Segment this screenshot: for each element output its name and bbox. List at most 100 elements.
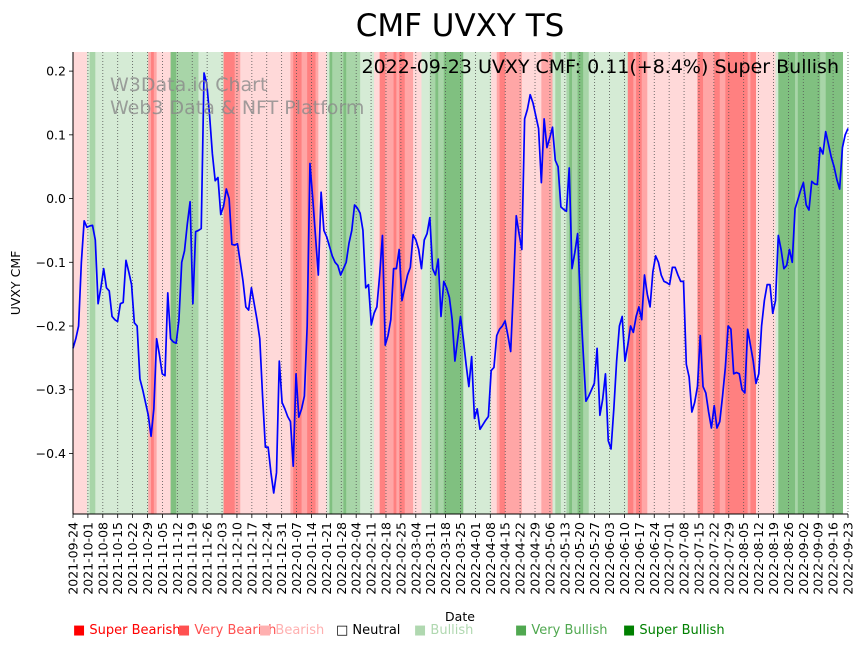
vertical-gridlines xyxy=(72,52,849,514)
cmf-line xyxy=(72,72,849,494)
legend-item-neutral: □ Neutral xyxy=(336,623,400,638)
regime-band-bullish xyxy=(552,52,556,514)
legend: ■ Super Bearish■ Very Bearish■ Bearish □ … xyxy=(73,623,725,638)
x-tick-label: 2022-03-25 xyxy=(453,522,468,595)
y-tick-label: 0.0 xyxy=(46,191,66,206)
regime-band-super-bearish xyxy=(223,52,236,514)
x-tick-label: 2021-12-17 xyxy=(244,522,259,595)
x-tick-label: 2022-03-18 xyxy=(438,522,453,595)
regime-band-super-bullish xyxy=(778,52,796,514)
x-tick-label: 2022-08-19 xyxy=(766,522,781,595)
regime-band-very-bearish xyxy=(385,52,395,514)
x-tick-label: 2021-10-29 xyxy=(140,522,155,595)
regime-band-very-bearish xyxy=(703,52,715,514)
regime-band-bullish xyxy=(86,52,91,514)
legend-item-very-bearish: ■ Very Bearish xyxy=(178,623,276,638)
x-tick-label: 2022-08-12 xyxy=(751,522,766,595)
regime-band-super-bullish xyxy=(329,52,333,514)
regime-band-super-bullish xyxy=(435,52,439,514)
y-tick-label: −0.4 xyxy=(36,446,66,461)
x-tick-label: 2022-01-28 xyxy=(334,522,349,595)
regime-band-bearish xyxy=(318,52,328,514)
regime-band-very-bearish xyxy=(290,52,294,514)
x-tick-label: 2022-08-05 xyxy=(736,522,751,595)
regime-band-very-bullish xyxy=(429,52,437,514)
x-tick-label: 2022-05-20 xyxy=(572,522,587,595)
x-tick-label: 2022-02-04 xyxy=(349,522,364,595)
x-tick-label: 2022-02-11 xyxy=(364,522,379,595)
regime-band-very-bullish xyxy=(566,52,570,514)
legend-item-super-bearish: ■ Super Bearish xyxy=(73,623,181,638)
x-tick-label: 2021-12-03 xyxy=(215,522,230,595)
x-tick-label: 2022-04-08 xyxy=(483,522,498,595)
x-tick-label: 2022-07-15 xyxy=(691,522,706,595)
regime-band-bullish xyxy=(95,52,149,514)
regime-band-very-bullish xyxy=(555,52,562,514)
x-tick-label: 2022-03-04 xyxy=(408,522,423,595)
watermark-line-2: Web3 Data & NFT Platform xyxy=(110,97,364,119)
x-tick-label: 2022-09-23 xyxy=(841,522,856,595)
y-tick-label: −0.2 xyxy=(36,319,66,334)
regime-band-super-bearish xyxy=(697,52,704,514)
x-tick-label: 2022-06-03 xyxy=(602,522,617,595)
x-tick-label: 2022-08-26 xyxy=(781,522,796,595)
regime-band-very-bearish xyxy=(234,52,241,514)
regime-band-very-bearish xyxy=(153,52,158,514)
x-tick-label: 2022-05-13 xyxy=(557,522,572,595)
regime-band-very-bullish xyxy=(583,52,590,514)
legend-item-bullish: ■ Bullish xyxy=(414,623,473,638)
x-tick-label: 2022-04-22 xyxy=(513,522,528,595)
regime-band-very-bullish xyxy=(795,52,799,514)
regime-band-bullish xyxy=(326,52,331,514)
y-tick-label: 0.1 xyxy=(46,127,66,142)
regime-band-bearish xyxy=(521,52,542,514)
y-tick-label: −0.1 xyxy=(36,255,66,270)
y-axis-label: UVXY CMF xyxy=(8,251,23,316)
x-tick-label: 2022-01-21 xyxy=(319,522,334,595)
regime-band-bearish xyxy=(413,52,423,514)
regime-band-very-bearish xyxy=(148,52,152,514)
regime-band-very-bullish xyxy=(572,52,579,514)
regime-band-bearish xyxy=(374,52,381,514)
regime-band-super-bullish xyxy=(577,52,584,514)
x-tick-label: 2022-04-01 xyxy=(468,522,483,595)
regime-band-bullish xyxy=(775,52,779,514)
regime-band-bullish xyxy=(360,52,375,514)
x-tick-label: 2021-09-24 xyxy=(66,522,81,595)
regime-band-bearish xyxy=(756,52,777,514)
regime-band-very-bearish xyxy=(719,52,726,514)
regime-band-super-bearish xyxy=(379,52,386,514)
x-tick-label: 2021-10-22 xyxy=(125,522,140,595)
x-tick-label: 2022-06-24 xyxy=(647,522,662,595)
x-tick-label: 2021-10-15 xyxy=(110,522,125,595)
regime-band-very-bearish xyxy=(396,52,400,514)
x-tick-label: 2022-06-17 xyxy=(632,522,647,595)
x-tick-label: 2022-09-09 xyxy=(811,522,826,595)
x-tick-label: 2022-07-29 xyxy=(721,522,736,595)
regime-band-bullish xyxy=(560,52,568,514)
regime-band-very-bullish xyxy=(176,52,200,514)
x-ticks: 2021-09-24 2021-10-01 2021-10-08 2021-10-15… xyxy=(66,514,856,595)
regime-band-super-bearish xyxy=(293,52,303,514)
regime-band-very-bullish xyxy=(438,52,445,514)
x-tick-label: 2022-02-18 xyxy=(378,522,393,595)
regime-band-very-bearish xyxy=(404,52,414,514)
regime-band-super-bearish xyxy=(399,52,406,514)
regime-band-very-bearish xyxy=(315,52,319,514)
x-tick-label: 2022-04-29 xyxy=(528,522,543,595)
legend-item-super-bullish: ■ Super Bullish xyxy=(623,623,725,638)
regime-band-very-bearish xyxy=(747,52,752,514)
regime-band-super-bullish xyxy=(569,52,573,514)
regime-band-very-bearish xyxy=(496,52,501,514)
regime-band-very-bullish xyxy=(332,52,345,514)
y-tick-label: 0.2 xyxy=(46,64,66,79)
x-tick-label: 2021-12-31 xyxy=(274,522,289,595)
x-tick-label: 2022-09-16 xyxy=(826,522,841,595)
x-tick-label: 2022-07-01 xyxy=(662,522,677,595)
x-tick-label: 2022-01-14 xyxy=(304,522,319,595)
x-axis-label: Date xyxy=(445,609,475,624)
x-tick-label: 2022-05-27 xyxy=(587,522,602,595)
x-tick-label: 2022-09-02 xyxy=(796,522,811,595)
